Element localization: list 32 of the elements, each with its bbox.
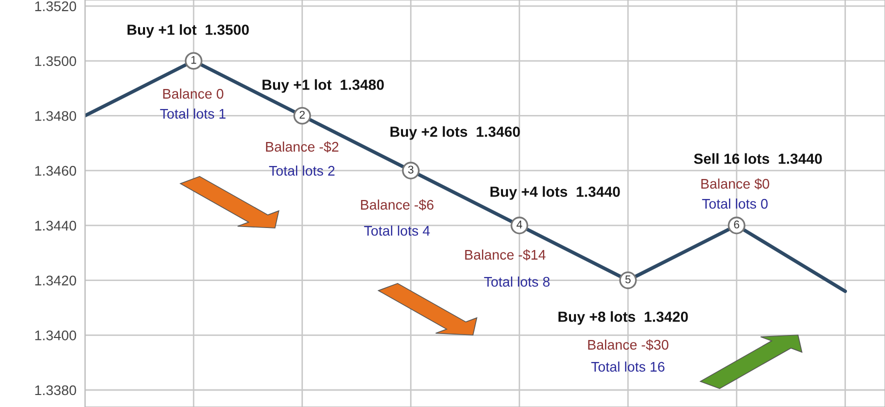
annotation: Total lots 1 [160, 108, 226, 119]
annotation: Balance -$30 [588, 339, 668, 351]
annotation: Balance $0 [701, 178, 770, 190]
annotation: 4 [516, 220, 522, 228]
annotation: Total lots 16 [591, 362, 664, 372]
annotation: Total lots 4 [364, 226, 430, 236]
y-tick-label: 1.3420 [35, 276, 76, 286]
annotation: Total lots 2 [269, 166, 334, 176]
annotation: Total lots 8 [484, 276, 550, 287]
y-tick-label: 1.3400 [35, 330, 76, 340]
annotation: Balance -$6 [361, 199, 434, 211]
annotation: Sell 16 lots 1.3440 [694, 153, 822, 164]
y-tick-label: 1.3500 [35, 56, 76, 66]
annotation: 5 [625, 276, 631, 284]
annotation: Balance 0 [163, 88, 224, 99]
annotation: Total lots 0 [702, 198, 768, 209]
annotation: Buy +1 lot 1.3500 [128, 24, 249, 38]
annotation: Balance -$14 [465, 249, 546, 261]
annotation: Buy +2 lots 1.3460 [390, 126, 520, 140]
annotation: Buy +4 lots 1.3440 [490, 186, 620, 200]
annotation: 1 [191, 56, 196, 64]
annotation: 3 [408, 166, 414, 174]
y-tick-label: 1.3520 [35, 1, 76, 12]
annotation: Balance -$2 [266, 141, 338, 153]
y-tick-label: 1.3380 [35, 385, 76, 396]
y-tick-label: 1.3480 [35, 111, 76, 121]
y-tick-label: 1.3440 [35, 220, 76, 231]
annotation: Buy +8 lots 1.3420 [558, 311, 688, 325]
y-tick-label: 1.3460 [35, 166, 76, 176]
annotation: 2 [300, 110, 305, 119]
annotation: Buy +1 lot 1.3480 [262, 79, 384, 93]
annotation: 6 [734, 220, 740, 228]
